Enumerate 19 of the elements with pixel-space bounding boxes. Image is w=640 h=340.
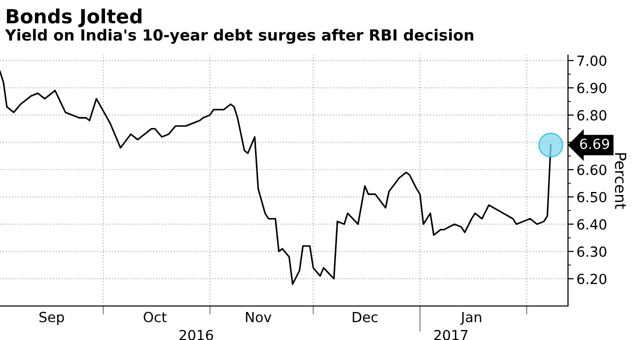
- y-tick-label: 6.20: [577, 274, 606, 284]
- x-tick-label: Nov: [246, 312, 272, 322]
- y-axis-title: Percent: [614, 153, 626, 209]
- x2-tick-label: 2016: [180, 330, 214, 340]
- y-tick-label: 6.90: [577, 82, 606, 94]
- y-tick-label: 7.00: [577, 56, 606, 66]
- x-tick-label: Oct: [144, 312, 167, 322]
- y-tick-label: 6.80: [577, 110, 606, 121]
- y-tick-label: 6.60: [577, 164, 606, 176]
- chart-subtitle: Yield on India's 10-year debt surges after RBI decision: [4, 28, 474, 44]
- annotation: 6.69: [580, 138, 610, 150]
- chart-title: Bonds Jolted: [6, 8, 142, 28]
- x2-tick-label: 2017: [434, 330, 468, 340]
- y-tick-label: 6.30: [577, 246, 606, 257]
- x-tick-label: Dec: [352, 312, 378, 322]
- x-tick-label: Jan: [460, 312, 482, 325]
- y-tick-label: 6.40: [577, 219, 606, 230]
- x-tick-label: Sep: [39, 312, 64, 325]
- y-tick-label: 6.50: [577, 192, 606, 202]
